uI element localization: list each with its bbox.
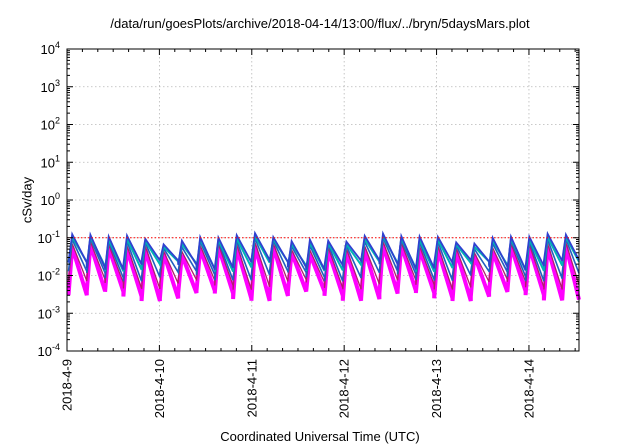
chart-title: /data/run/goesPlots/archive/2018-04-14/1… bbox=[110, 16, 530, 31]
x-tick-label: 2018-4-13 bbox=[429, 359, 444, 418]
series-line bbox=[67, 230, 580, 271]
y-tick-label: 10-4 bbox=[38, 342, 60, 359]
y-tick-label: 104 bbox=[41, 40, 60, 57]
x-tick-label: 2018-4-11 bbox=[244, 359, 259, 417]
x-tick-label: 2018-4-14 bbox=[521, 359, 536, 418]
series-group bbox=[66, 230, 581, 302]
x-tick-label: 2018-4-9 bbox=[60, 359, 75, 411]
y-tick-label: 10-3 bbox=[38, 304, 60, 321]
series-line bbox=[66, 243, 581, 302]
x-tick-label: 2018-4-10 bbox=[152, 359, 167, 418]
y-tick-label: 102 bbox=[41, 116, 60, 133]
x-tick-label: 2018-4-12 bbox=[337, 359, 352, 418]
y-tick-label: 100 bbox=[41, 191, 60, 208]
series-line bbox=[67, 241, 580, 290]
x-tick-labels: 2018-4-9 2018-4-10 2018-4-11 2018-4-12 2018-… bbox=[60, 359, 537, 418]
y-tick-labels: 10-4 10-3 10-2 10-1 100 101 102 103 104 bbox=[38, 40, 60, 359]
y-tick-label: 10-1 bbox=[38, 229, 60, 246]
x-axis-label: Coordinated Universal Time (UTC) bbox=[220, 429, 420, 444]
y-tick-label: 103 bbox=[41, 78, 60, 95]
y-tick-label: 10-2 bbox=[38, 267, 60, 284]
tick-marks bbox=[66, 48, 579, 352]
y-tick-label: 101 bbox=[41, 153, 60, 170]
grid bbox=[67, 49, 579, 351]
